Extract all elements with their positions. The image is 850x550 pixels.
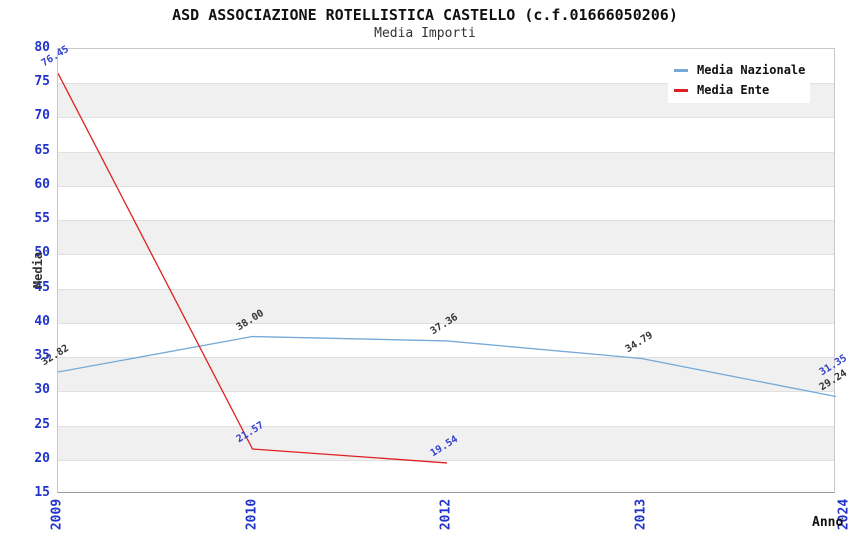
y-tick-label: 65 (34, 142, 50, 158)
x-tick-label: 2012 (438, 498, 454, 531)
gridline (58, 459, 834, 461)
x-tick-label: 2009 (49, 498, 65, 531)
gridline (58, 220, 834, 222)
gridline (58, 391, 834, 393)
gridline (58, 357, 834, 359)
x-tick-label: 2010 (244, 498, 259, 531)
plot-band (58, 288, 834, 323)
gridline (58, 254, 834, 256)
plot-band (58, 151, 834, 186)
y-tick-label: 50 (34, 245, 50, 261)
x-axis-title: Anno (812, 515, 844, 530)
y-tick-label: 55 (34, 211, 50, 227)
legend-item-label: Media Nazionale (697, 63, 806, 77)
y-tick-label: 30 (34, 382, 50, 398)
series-line (58, 335, 836, 398)
gridline (58, 185, 834, 187)
legend: Media Nazionale Media Ente (668, 57, 810, 103)
legend-item: Media Nazionale (668, 60, 810, 80)
gridline (58, 288, 834, 290)
series-lines (58, 73, 836, 464)
chart-title: ASD ASSOCIAZIONE ROTELLISTICA CASTELLO (… (172, 6, 678, 24)
gridline (58, 117, 834, 119)
gridline (58, 151, 834, 153)
y-tick-label: 25 (34, 416, 50, 432)
gridline (58, 83, 834, 85)
series-line (58, 73, 448, 464)
y-tick-label: 80 (34, 40, 50, 55)
y-tick-label: 60 (34, 176, 50, 192)
y-tick-label: 40 (34, 313, 50, 329)
y-tick-label: 35 (34, 348, 50, 364)
plot-band (58, 425, 834, 460)
legend-line-icon (674, 88, 688, 92)
y-tick-label: 45 (34, 279, 50, 295)
legend-item: Media Ente (668, 80, 810, 100)
chart-subtitle: Media Importi (374, 26, 476, 41)
legend-item-label: Media Ente (697, 83, 770, 97)
plot-band (58, 357, 834, 392)
y-tick-label: 75 (34, 74, 50, 90)
y-tick-label: 70 (34, 108, 50, 124)
x-tick-label: 2013 (633, 498, 648, 531)
plot-band (58, 220, 834, 255)
gridline (58, 425, 834, 427)
gridline (58, 322, 834, 324)
y-axis-title: Media (31, 251, 45, 289)
y-tick-label: 15 (34, 485, 50, 500)
y-tick-label: 20 (34, 450, 50, 466)
plot-area: 32.82 38.00 37.36 34.79 29.24 76.45 21.57 19.54… (40, 44, 849, 493)
legend-line-icon (674, 68, 688, 72)
